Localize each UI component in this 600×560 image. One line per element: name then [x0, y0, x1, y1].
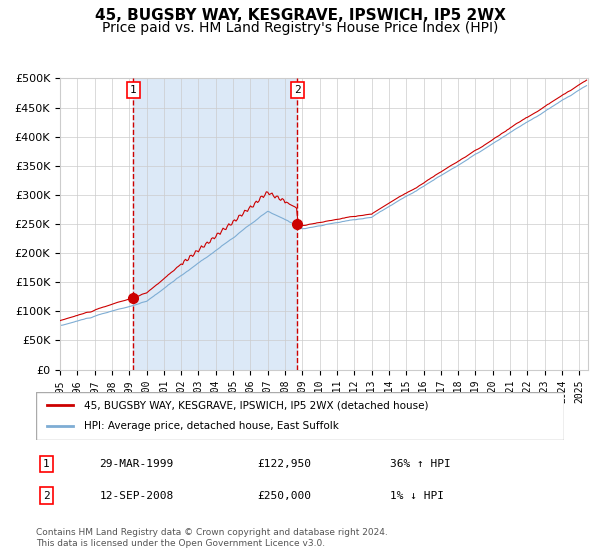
- Text: 2: 2: [43, 491, 50, 501]
- Text: Contains HM Land Registry data © Crown copyright and database right 2024.
This d: Contains HM Land Registry data © Crown c…: [36, 528, 388, 548]
- Text: 12-SEP-2008: 12-SEP-2008: [100, 491, 173, 501]
- Text: Price paid vs. HM Land Registry's House Price Index (HPI): Price paid vs. HM Land Registry's House …: [102, 21, 498, 35]
- Text: 1: 1: [43, 459, 50, 469]
- FancyBboxPatch shape: [36, 392, 564, 440]
- Text: 1% ↓ HPI: 1% ↓ HPI: [390, 491, 444, 501]
- Text: 2: 2: [294, 85, 301, 95]
- Text: HPI: Average price, detached house, East Suffolk: HPI: Average price, detached house, East…: [83, 421, 338, 431]
- Text: 29-MAR-1999: 29-MAR-1999: [100, 459, 173, 469]
- Text: 45, BUGSBY WAY, KESGRAVE, IPSWICH, IP5 2WX: 45, BUGSBY WAY, KESGRAVE, IPSWICH, IP5 2…: [95, 8, 505, 24]
- Bar: [133, 78, 298, 370]
- Text: 36% ↑ HPI: 36% ↑ HPI: [390, 459, 451, 469]
- Text: £250,000: £250,000: [258, 491, 312, 501]
- Text: 1: 1: [130, 85, 137, 95]
- Text: 45, BUGSBY WAY, KESGRAVE, IPSWICH, IP5 2WX (detached house): 45, BUGSBY WAY, KESGRAVE, IPSWICH, IP5 2…: [83, 400, 428, 410]
- Text: £122,950: £122,950: [258, 459, 312, 469]
